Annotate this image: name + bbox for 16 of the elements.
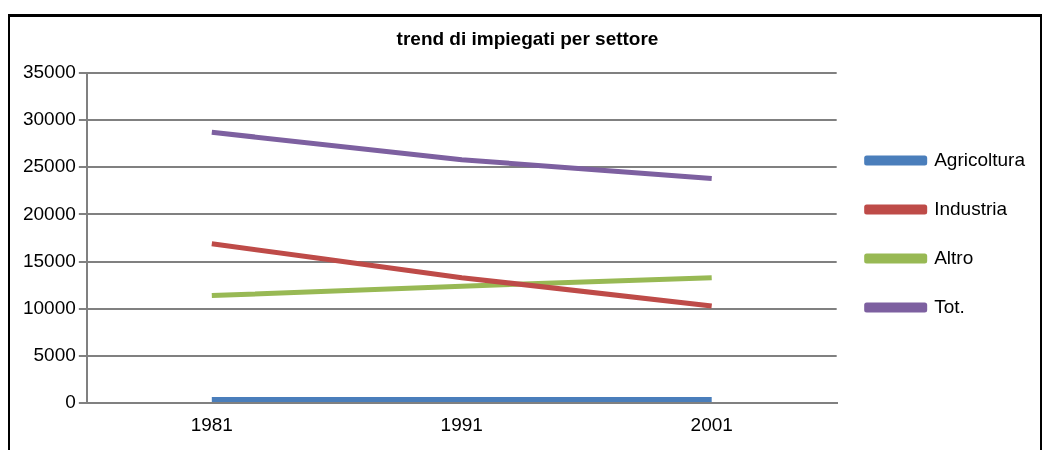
legend-label: Agricoltura [934,148,1026,170]
legend-label: Altro [934,246,974,268]
chart-title: trend di impiegati per settore [396,27,659,49]
y-tick-label: 25000 [22,155,76,177]
y-tick-label: 30000 [22,108,76,130]
y-tick-label: 0 [65,391,76,413]
y-tick-label: 5000 [33,344,76,366]
legend-label: Industria [934,197,1008,219]
x-tick-label: 2001 [690,413,733,435]
x-tick-label: 1991 [440,413,483,435]
x-tick-label: 1981 [190,413,233,435]
legend-label: Tot. [934,295,965,317]
y-tick-label: 35000 [22,61,76,83]
y-tick-label: 15000 [22,249,76,271]
y-tick-label: 10000 [22,297,76,319]
y-tick-label: 20000 [22,202,76,224]
